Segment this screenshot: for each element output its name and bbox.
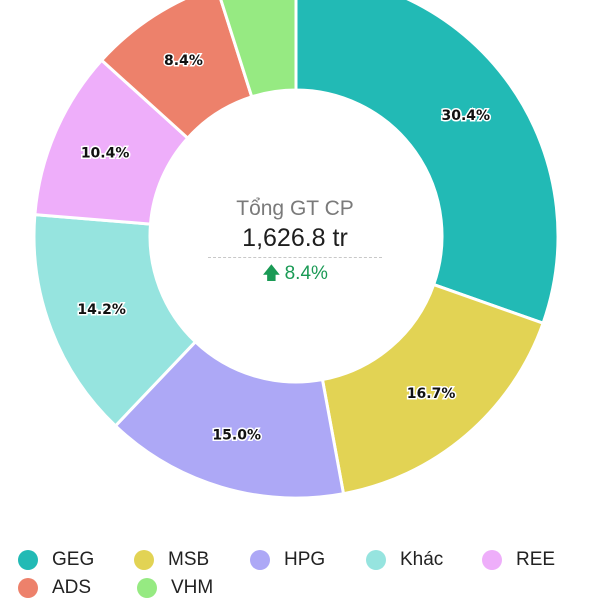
slice-label-geg: 30.4%	[442, 108, 491, 124]
legend-item-vhm[interactable]: VHM	[137, 577, 256, 599]
center-title: Tổng GT CP	[236, 197, 354, 220]
legend-item-khác[interactable]: Khác	[366, 549, 482, 571]
center-summary: Tổng GT CP 1,626.8 tr 🡅 8.4%	[200, 196, 390, 287]
legend-swatch-icon	[250, 550, 270, 570]
donut-chart: 30.4% 16.7% 15.0% 14.2% 10.4% 8.4% Tổng GT CP…	[32, 0, 560, 500]
legend-item-ads[interactable]: ADS	[18, 577, 137, 599]
slice-label-hpg: 15.0%	[212, 427, 261, 443]
legend-label: HPG	[284, 549, 326, 570]
center-change-value: 8.4%	[284, 263, 328, 284]
legend-label: ADS	[52, 577, 92, 598]
legend-label: VHM	[171, 577, 214, 598]
legend-label: MSB	[168, 549, 210, 570]
legend-label: GEG	[52, 549, 95, 570]
center-change: 🡅 8.4%	[200, 260, 390, 287]
slice-label-khác: 14.2%	[77, 302, 126, 318]
legend-label: Khác	[400, 549, 444, 570]
slice-msb[interactable]	[320, 282, 545, 496]
legend-swatch-icon	[18, 550, 38, 570]
legend-swatch-icon	[134, 550, 154, 570]
center-value: 1,626.8 tr	[208, 222, 382, 258]
legend-item-msb[interactable]: MSB	[134, 549, 250, 571]
slice-hpg[interactable]	[113, 339, 346, 500]
legend-row: ADS VHM	[18, 574, 598, 602]
slice-label-ree: 10.4%	[81, 145, 130, 161]
legend-row: GEG MSB HPG Khác REE	[18, 546, 598, 574]
arrow-up-icon: 🡅	[262, 263, 281, 283]
legend-swatch-icon	[482, 550, 502, 570]
legend-swatch-icon	[18, 578, 38, 598]
slice-vhm[interactable]	[217, 0, 298, 99]
legend-swatch-icon	[137, 578, 157, 598]
legend-item-ree[interactable]: REE	[482, 549, 598, 571]
slice-label-msb: 16.7%	[407, 386, 456, 402]
slice-label-ads: 8.4%	[164, 53, 203, 69]
legend-swatch-icon	[366, 550, 386, 570]
legend-item-hpg[interactable]: HPG	[250, 549, 366, 571]
legend-item-geg[interactable]: GEG	[18, 549, 134, 571]
slice-geg[interactable]	[294, 0, 560, 326]
slice-khác[interactable]	[32, 213, 198, 428]
donut-svg: 30.4% 16.7% 15.0% 14.2% 10.4% 8.4%	[32, 0, 560, 500]
legend: GEG MSB HPG Khác REE ADS VHM	[18, 546, 598, 602]
slice-ads[interactable]	[99, 0, 254, 141]
legend-label: REE	[516, 549, 556, 570]
